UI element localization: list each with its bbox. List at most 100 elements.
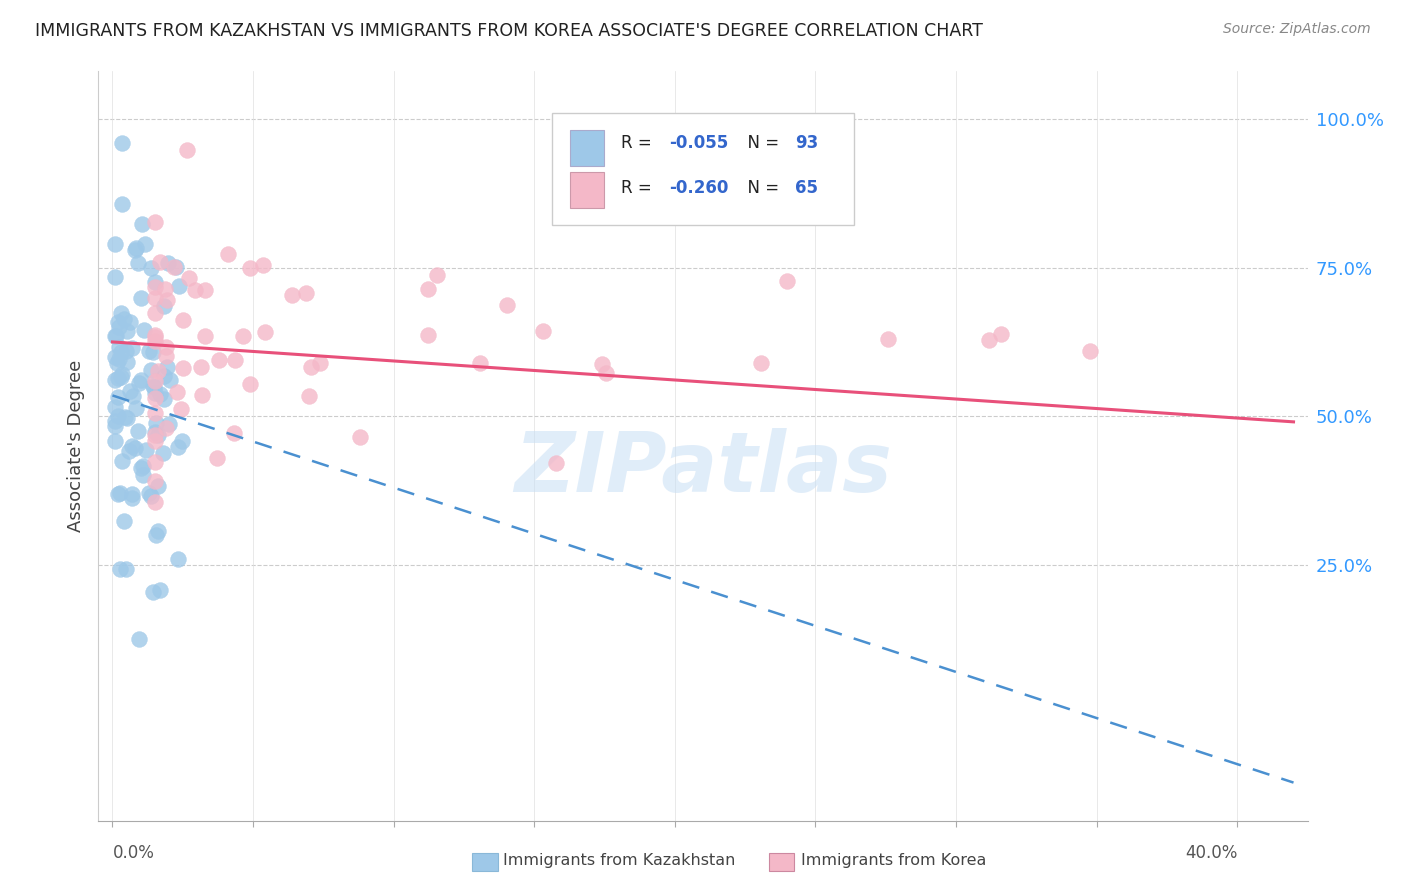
Point xyxy=(159,373,181,387)
Point xyxy=(146,428,169,442)
Point xyxy=(107,371,129,385)
Point xyxy=(295,285,318,300)
Point xyxy=(104,373,127,387)
Point xyxy=(121,439,143,453)
Point xyxy=(224,426,246,441)
Text: 65: 65 xyxy=(794,179,818,197)
Text: Immigrants from Kazakhstan: Immigrants from Kazakhstan xyxy=(503,854,735,868)
Point xyxy=(143,475,166,489)
Point xyxy=(143,330,166,344)
Point xyxy=(877,332,900,346)
Point xyxy=(194,328,217,343)
Y-axis label: Associate's Degree: Associate's Degree xyxy=(66,359,84,533)
Point xyxy=(125,401,148,416)
Point xyxy=(170,434,193,449)
Point xyxy=(280,288,302,302)
Point xyxy=(172,313,194,327)
Point xyxy=(143,427,166,442)
Point xyxy=(143,425,166,439)
Point xyxy=(104,237,127,252)
Point xyxy=(252,258,274,272)
Point xyxy=(115,344,138,359)
Point xyxy=(118,315,141,329)
Point xyxy=(776,274,799,288)
Point xyxy=(138,343,160,358)
Point xyxy=(468,356,491,370)
Point xyxy=(149,387,172,401)
Point xyxy=(135,442,157,457)
Point xyxy=(115,324,138,338)
Text: N =: N = xyxy=(737,135,785,153)
Text: Immigrants from Korea: Immigrants from Korea xyxy=(801,854,987,868)
Point xyxy=(496,298,519,312)
Point xyxy=(426,268,449,282)
Point xyxy=(239,260,262,275)
Point xyxy=(531,324,554,338)
Point xyxy=(170,401,193,416)
Point xyxy=(308,356,330,370)
Point xyxy=(990,326,1012,341)
Point xyxy=(156,293,179,307)
Point xyxy=(153,282,176,296)
Point xyxy=(156,256,179,270)
Point xyxy=(217,247,239,261)
Point xyxy=(232,329,254,343)
Point xyxy=(145,385,167,400)
Point xyxy=(111,367,134,381)
Point xyxy=(546,456,568,470)
Point xyxy=(224,353,246,368)
Point xyxy=(239,377,262,392)
Point xyxy=(127,424,149,438)
Point xyxy=(112,514,135,528)
Point xyxy=(166,384,188,399)
Text: R =: R = xyxy=(621,135,657,153)
Point xyxy=(104,419,127,434)
Point xyxy=(177,271,200,285)
Point xyxy=(146,524,169,539)
Point xyxy=(142,585,165,599)
Point xyxy=(167,440,190,454)
Point xyxy=(107,487,129,501)
Point xyxy=(143,279,166,293)
Point xyxy=(104,351,127,365)
Text: R =: R = xyxy=(621,179,657,197)
Point xyxy=(349,430,371,444)
Point xyxy=(110,370,132,384)
Point xyxy=(110,345,132,359)
Point xyxy=(108,486,131,500)
Point xyxy=(152,445,174,459)
Point xyxy=(104,269,127,284)
Point xyxy=(121,491,143,505)
Point xyxy=(139,362,162,376)
Point xyxy=(153,392,176,407)
Point xyxy=(104,414,127,428)
Point xyxy=(162,260,184,274)
Point xyxy=(129,461,152,475)
Point xyxy=(145,527,167,541)
Text: 0.0%: 0.0% xyxy=(112,845,155,863)
Point xyxy=(143,406,166,420)
Point xyxy=(142,345,165,359)
FancyBboxPatch shape xyxy=(569,130,603,166)
Point xyxy=(139,489,162,503)
Point xyxy=(129,373,152,387)
Point xyxy=(122,389,145,403)
Point xyxy=(104,434,127,449)
Point xyxy=(112,312,135,326)
Point xyxy=(155,349,177,363)
Point xyxy=(143,275,166,289)
Point xyxy=(143,434,166,448)
Point xyxy=(190,359,212,374)
Point xyxy=(108,352,131,367)
Point xyxy=(1078,343,1101,358)
Point xyxy=(298,389,321,403)
Point xyxy=(110,306,132,320)
Point xyxy=(977,333,1000,347)
Point xyxy=(131,459,153,474)
Point xyxy=(108,562,131,576)
Point xyxy=(128,632,150,646)
Text: ZIPatlas: ZIPatlas xyxy=(515,428,891,509)
Point xyxy=(418,282,440,296)
Point xyxy=(156,360,179,375)
Point xyxy=(146,479,169,493)
